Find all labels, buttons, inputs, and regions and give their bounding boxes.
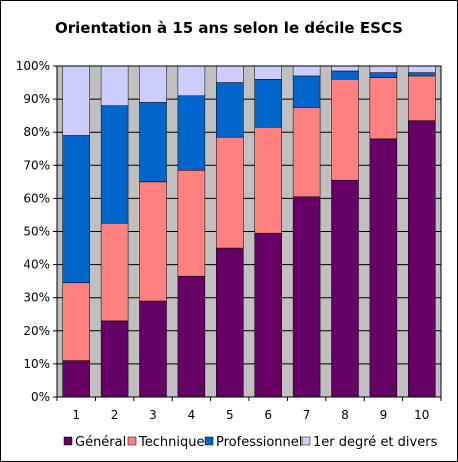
legend-label: 1er degré et divers [313, 435, 438, 450]
bar-segment [100, 222, 129, 322]
x-tick-label: 4 [188, 408, 196, 422]
x-tick-label: 7 [303, 408, 311, 422]
chart-title: Orientation à 15 ans selon le décile ESC… [55, 19, 403, 37]
bar-segment [292, 196, 321, 398]
y-tick-label: 0% [31, 390, 50, 404]
legend-swatch [127, 436, 137, 446]
legend-swatch [301, 436, 311, 446]
bar-segment [408, 72, 436, 77]
bar-segment [62, 135, 90, 284]
bar-segment [177, 65, 206, 97]
y-tick-label: 50% [23, 225, 50, 239]
x-tick-label: 8 [341, 408, 349, 422]
y-tick-label: 80% [23, 125, 50, 139]
bar-segment [369, 72, 398, 78]
y-tick-label: 90% [23, 92, 50, 106]
y-tick-label: 70% [23, 158, 50, 172]
bar-segment [100, 105, 129, 224]
bar-segment [62, 65, 90, 136]
y-tick-label: 40% [23, 258, 50, 272]
x-tick-label: 6 [264, 408, 272, 422]
bar-segment [292, 65, 321, 77]
bar-segment [177, 275, 206, 398]
bar-segment [216, 65, 244, 83]
bar-segment [216, 82, 244, 138]
bar-segment [216, 247, 244, 398]
bar-segment [254, 232, 282, 398]
bar-segment [369, 77, 398, 140]
y-tick-label: 30% [23, 291, 50, 305]
bar-segment [408, 75, 436, 121]
bar-segment [100, 320, 129, 398]
bar-segment [177, 170, 206, 277]
x-tick-label: 10 [414, 408, 429, 422]
bar-segment [62, 282, 90, 361]
bar-segment [254, 78, 282, 128]
bar-segment [139, 65, 167, 103]
bar-segment [331, 65, 359, 72]
y-tick-label: 20% [23, 324, 50, 338]
bar-segment [139, 300, 167, 398]
x-tick-label: 5 [226, 408, 234, 422]
y-tick-label: 100% [16, 59, 50, 73]
legend-label: Général [75, 435, 126, 450]
bar-segment [331, 179, 359, 398]
bar-segment [139, 102, 167, 183]
y-tick-label: 10% [23, 357, 50, 371]
bar-segment [62, 360, 90, 398]
legend-label: Professionnel [216, 435, 302, 450]
bar-segment [177, 95, 206, 171]
bar-segment [100, 65, 129, 106]
x-tick-label: 2 [111, 408, 119, 422]
legend-swatch [63, 436, 73, 446]
bar-segment [216, 136, 244, 249]
x-tick-label: 1 [72, 408, 80, 422]
y-tick-label: 60% [23, 191, 50, 205]
bar-segment [408, 120, 436, 398]
bar-segment [292, 75, 321, 108]
x-tick-label: 3 [149, 408, 157, 422]
bar-segment [369, 65, 398, 73]
bar-segment [408, 65, 436, 73]
bar-segment [139, 181, 167, 302]
bar-segment [292, 107, 321, 197]
bar-segment [369, 138, 398, 398]
bar-segment [331, 78, 359, 181]
legend-label: Technique [138, 435, 204, 450]
bar-segment [331, 70, 359, 80]
legend-swatch [204, 436, 214, 446]
bar-segment [254, 65, 282, 80]
x-tick-label: 9 [380, 408, 388, 422]
bar-segment [254, 126, 282, 234]
